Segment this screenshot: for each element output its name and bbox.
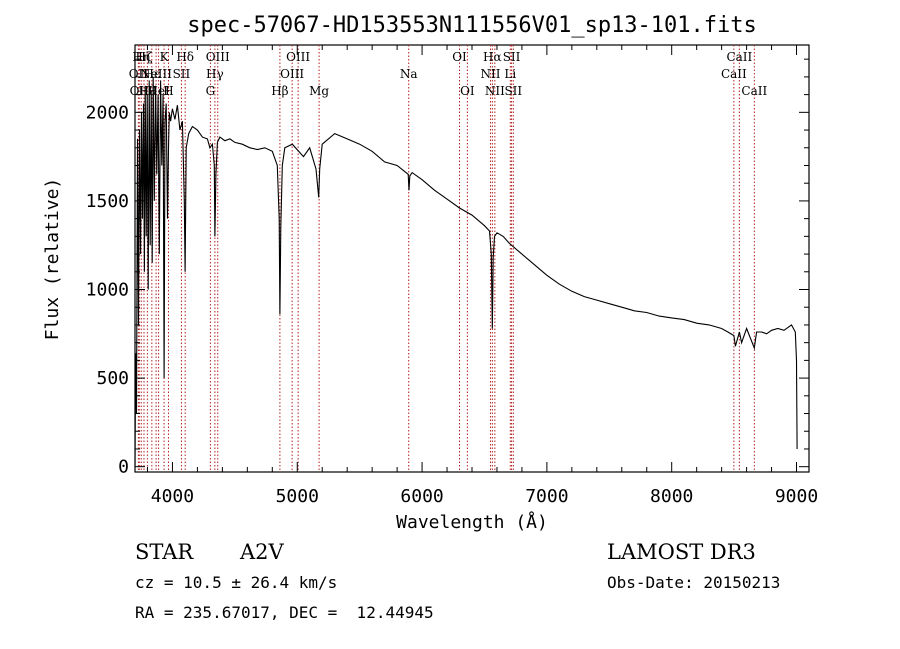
line-label-11: Hδ (176, 50, 194, 64)
line-label-18: Mg (309, 84, 329, 98)
obs-date: Obs-Date: 20150213 (607, 573, 781, 592)
object-class: STAR (135, 540, 194, 564)
line-label-30: CaII (741, 84, 767, 98)
x-tick-label-2: 6000 (400, 486, 443, 507)
x-tick-label-0: 4000 (151, 486, 194, 507)
plot-frame (134, 44, 810, 473)
ra-dec: RA = 235.67017, DEC = 12.44945 (135, 603, 434, 622)
line-label-23: Hα (483, 50, 502, 64)
spectral-line-labels: OIIOIIHηHζHθHεNeIIIHeIKHSIIHδGHγOIIIHβOI… (129, 50, 768, 98)
line-label-5: Hε (144, 67, 161, 81)
y-tick-label-1: 500 (96, 368, 129, 389)
x-tick-label-3: 7000 (525, 486, 568, 507)
line-label-6: NeIII (140, 67, 172, 81)
line-label-27: SII (504, 84, 522, 98)
line-label-26: SII (503, 50, 521, 64)
line-label-0: OII (129, 67, 149, 81)
redshift-cz: cz = 10.5 ± 26.4 km/s (135, 573, 338, 592)
object-subclass: A2V (240, 540, 284, 564)
y-axis-ticks: 0 500 1000 1500 2000 (86, 58, 809, 478)
chart-title: spec-57067-HD153553N111556V01_sp13-101.f… (187, 13, 757, 38)
line-label-21: OI (460, 84, 475, 98)
line-label-1: OII (130, 84, 150, 98)
line-label-2: Hη (132, 50, 150, 64)
line-label-4: Hθ (139, 84, 157, 98)
line-label-12: G (206, 84, 216, 98)
line-label-28: CaII (721, 67, 747, 81)
line-label-17: OIII (286, 50, 310, 64)
line-label-13: Hγ (206, 67, 224, 81)
x-axis-ticks: 4000 5000 6000 7000 8000 9000 (146, 45, 818, 507)
survey-name: LAMOST DR3 (607, 540, 756, 564)
line-label-9: H (163, 84, 173, 98)
line-label-8: K (160, 50, 170, 64)
line-label-10: SII (173, 67, 191, 81)
spectral-line-markers (137, 45, 755, 472)
x-axis-label: Wavelength (Å) (396, 511, 548, 533)
line-label-24: NII (485, 84, 505, 98)
line-label-3: Hζ (136, 50, 153, 64)
x-tick-label-1: 5000 (276, 486, 319, 507)
line-label-20: OI (452, 50, 467, 64)
line-label-14: OIII (206, 50, 230, 64)
spectrum-line (134, 76, 798, 467)
line-label-15: Hβ (271, 84, 288, 98)
y-tick-label-0: 0 (118, 457, 129, 478)
y-tick-label-3: 1500 (86, 191, 129, 212)
x-tick-label-4: 8000 (650, 486, 693, 507)
line-label-29: CaII (726, 50, 752, 64)
line-label-25: Li (504, 67, 516, 81)
y-axis-label: Flux (relative) (42, 178, 63, 341)
x-tick-label-5: 9000 (775, 486, 818, 507)
line-label-16: OIII (280, 67, 304, 81)
line-label-19: Na (400, 67, 418, 81)
line-label-22: NII (480, 67, 500, 81)
y-tick-label-4: 2000 (86, 102, 129, 123)
y-tick-label-2: 1000 (86, 280, 129, 301)
